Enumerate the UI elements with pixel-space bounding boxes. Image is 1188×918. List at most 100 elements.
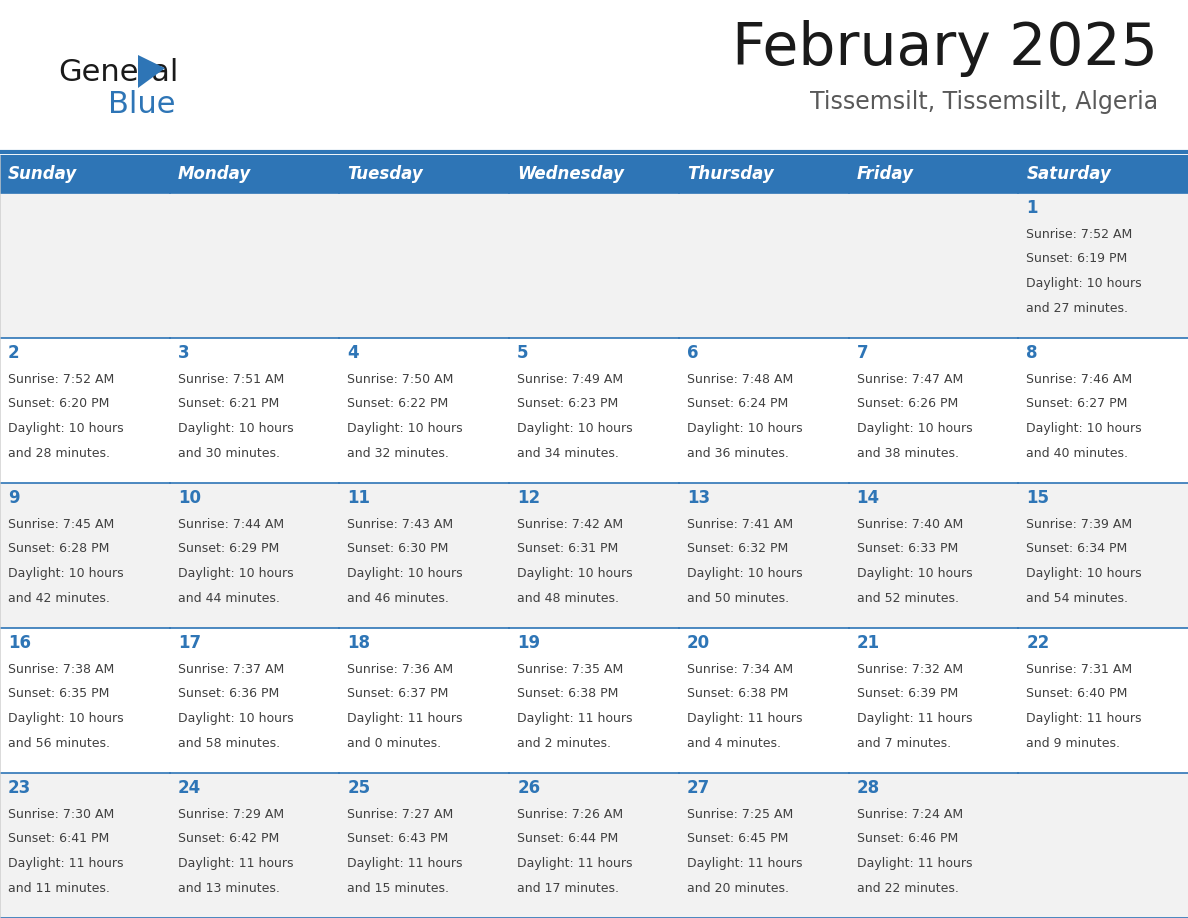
Text: Sunset: 6:45 PM: Sunset: 6:45 PM xyxy=(687,833,788,845)
Text: Sunrise: 7:45 AM: Sunrise: 7:45 AM xyxy=(8,518,114,531)
Text: Sunset: 6:30 PM: Sunset: 6:30 PM xyxy=(347,543,449,555)
Text: Sunset: 6:42 PM: Sunset: 6:42 PM xyxy=(178,833,279,845)
Text: Sunset: 6:40 PM: Sunset: 6:40 PM xyxy=(1026,688,1127,700)
Text: 15: 15 xyxy=(1026,489,1049,507)
Text: Sunrise: 7:37 AM: Sunrise: 7:37 AM xyxy=(178,663,284,676)
Text: 28: 28 xyxy=(857,779,879,797)
Text: 22: 22 xyxy=(1026,634,1049,652)
Text: and 15 minutes.: and 15 minutes. xyxy=(347,882,449,895)
Text: Sunrise: 7:41 AM: Sunrise: 7:41 AM xyxy=(687,518,792,531)
Text: Sunrise: 7:43 AM: Sunrise: 7:43 AM xyxy=(347,518,454,531)
Text: Sunrise: 7:29 AM: Sunrise: 7:29 AM xyxy=(178,808,284,821)
Text: Daylight: 11 hours: Daylight: 11 hours xyxy=(1026,712,1142,725)
Text: 21: 21 xyxy=(857,634,879,652)
Text: 2: 2 xyxy=(8,344,20,362)
Text: Sunrise: 7:48 AM: Sunrise: 7:48 AM xyxy=(687,373,794,386)
Text: Daylight: 11 hours: Daylight: 11 hours xyxy=(8,857,124,870)
Text: Daylight: 10 hours: Daylight: 10 hours xyxy=(178,567,293,580)
Text: Daylight: 11 hours: Daylight: 11 hours xyxy=(178,857,293,870)
Text: Daylight: 10 hours: Daylight: 10 hours xyxy=(1026,567,1142,580)
Text: Sunrise: 7:24 AM: Sunrise: 7:24 AM xyxy=(857,808,962,821)
Text: Sunrise: 7:46 AM: Sunrise: 7:46 AM xyxy=(1026,373,1132,386)
Text: 27: 27 xyxy=(687,779,710,797)
Polygon shape xyxy=(138,55,165,88)
Text: Daylight: 11 hours: Daylight: 11 hours xyxy=(517,712,633,725)
Text: and 11 minutes.: and 11 minutes. xyxy=(8,882,109,895)
Text: Daylight: 11 hours: Daylight: 11 hours xyxy=(347,712,463,725)
Text: Sunset: 6:22 PM: Sunset: 6:22 PM xyxy=(347,397,449,410)
Text: and 58 minutes.: and 58 minutes. xyxy=(178,737,280,750)
Text: 6: 6 xyxy=(687,344,699,362)
Text: Friday: Friday xyxy=(857,165,914,183)
Text: Sunset: 6:26 PM: Sunset: 6:26 PM xyxy=(857,397,958,410)
Text: Sunset: 6:46 PM: Sunset: 6:46 PM xyxy=(857,833,958,845)
Text: Sunset: 6:19 PM: Sunset: 6:19 PM xyxy=(1026,252,1127,265)
Text: Sunrise: 7:42 AM: Sunrise: 7:42 AM xyxy=(517,518,624,531)
Text: Sunset: 6:21 PM: Sunset: 6:21 PM xyxy=(178,397,279,410)
Text: 13: 13 xyxy=(687,489,710,507)
Bar xyxy=(170,193,340,338)
Text: 7: 7 xyxy=(857,344,868,362)
Text: 17: 17 xyxy=(178,634,201,652)
Bar xyxy=(510,193,678,338)
Text: Wednesday: Wednesday xyxy=(517,165,624,183)
Text: 9: 9 xyxy=(8,489,20,507)
Bar xyxy=(1018,193,1188,338)
Text: 1: 1 xyxy=(1026,199,1038,217)
Text: Monday: Monday xyxy=(178,165,251,183)
Text: Daylight: 10 hours: Daylight: 10 hours xyxy=(8,712,124,725)
Text: Sunrise: 7:34 AM: Sunrise: 7:34 AM xyxy=(687,663,792,676)
Text: Sunrise: 7:35 AM: Sunrise: 7:35 AM xyxy=(517,663,624,676)
Text: and 50 minutes.: and 50 minutes. xyxy=(687,592,789,605)
Bar xyxy=(510,483,678,628)
Bar xyxy=(0,0,1188,155)
Text: 20: 20 xyxy=(687,634,710,652)
Text: Sunrise: 7:27 AM: Sunrise: 7:27 AM xyxy=(347,808,454,821)
Bar xyxy=(340,193,510,338)
Text: and 42 minutes.: and 42 minutes. xyxy=(8,592,109,605)
Text: Daylight: 10 hours: Daylight: 10 hours xyxy=(1026,422,1142,435)
Text: Saturday: Saturday xyxy=(1026,165,1111,183)
Text: and 17 minutes.: and 17 minutes. xyxy=(517,882,619,895)
Text: and 7 minutes.: and 7 minutes. xyxy=(857,737,950,750)
Bar xyxy=(848,628,1018,773)
Text: Sunset: 6:20 PM: Sunset: 6:20 PM xyxy=(8,397,109,410)
Text: Sunset: 6:43 PM: Sunset: 6:43 PM xyxy=(347,833,449,845)
Text: Sunset: 6:38 PM: Sunset: 6:38 PM xyxy=(517,688,619,700)
Text: General: General xyxy=(58,58,178,87)
Bar xyxy=(848,483,1018,628)
Text: Sunrise: 7:49 AM: Sunrise: 7:49 AM xyxy=(517,373,624,386)
Text: Sunset: 6:33 PM: Sunset: 6:33 PM xyxy=(857,543,958,555)
Text: Sunrise: 7:32 AM: Sunrise: 7:32 AM xyxy=(857,663,962,676)
Text: and 4 minutes.: and 4 minutes. xyxy=(687,737,781,750)
Bar xyxy=(678,338,848,483)
Text: and 32 minutes.: and 32 minutes. xyxy=(347,447,449,460)
Text: 12: 12 xyxy=(517,489,541,507)
Bar xyxy=(0,483,170,628)
Text: 3: 3 xyxy=(178,344,189,362)
Text: Sunset: 6:32 PM: Sunset: 6:32 PM xyxy=(687,543,788,555)
Text: and 40 minutes.: and 40 minutes. xyxy=(1026,447,1129,460)
Text: Sunset: 6:27 PM: Sunset: 6:27 PM xyxy=(1026,397,1127,410)
Bar xyxy=(848,193,1018,338)
Text: Blue: Blue xyxy=(108,90,176,119)
Bar xyxy=(848,338,1018,483)
Text: Sunrise: 7:30 AM: Sunrise: 7:30 AM xyxy=(8,808,114,821)
Bar xyxy=(170,338,340,483)
Text: 10: 10 xyxy=(178,489,201,507)
Bar xyxy=(1018,338,1188,483)
Text: and 30 minutes.: and 30 minutes. xyxy=(178,447,279,460)
Text: Daylight: 11 hours: Daylight: 11 hours xyxy=(687,857,802,870)
Text: and 48 minutes.: and 48 minutes. xyxy=(517,592,619,605)
Text: Sunrise: 7:52 AM: Sunrise: 7:52 AM xyxy=(8,373,114,386)
Text: Sunset: 6:24 PM: Sunset: 6:24 PM xyxy=(687,397,788,410)
Text: and 27 minutes.: and 27 minutes. xyxy=(1026,302,1129,315)
Text: and 9 minutes.: and 9 minutes. xyxy=(1026,737,1120,750)
Text: Daylight: 10 hours: Daylight: 10 hours xyxy=(687,567,802,580)
Bar xyxy=(170,773,340,918)
Text: Sunrise: 7:51 AM: Sunrise: 7:51 AM xyxy=(178,373,284,386)
Text: 5: 5 xyxy=(517,344,529,362)
Text: 25: 25 xyxy=(347,779,371,797)
Bar xyxy=(678,483,848,628)
Text: Sunrise: 7:31 AM: Sunrise: 7:31 AM xyxy=(1026,663,1132,676)
